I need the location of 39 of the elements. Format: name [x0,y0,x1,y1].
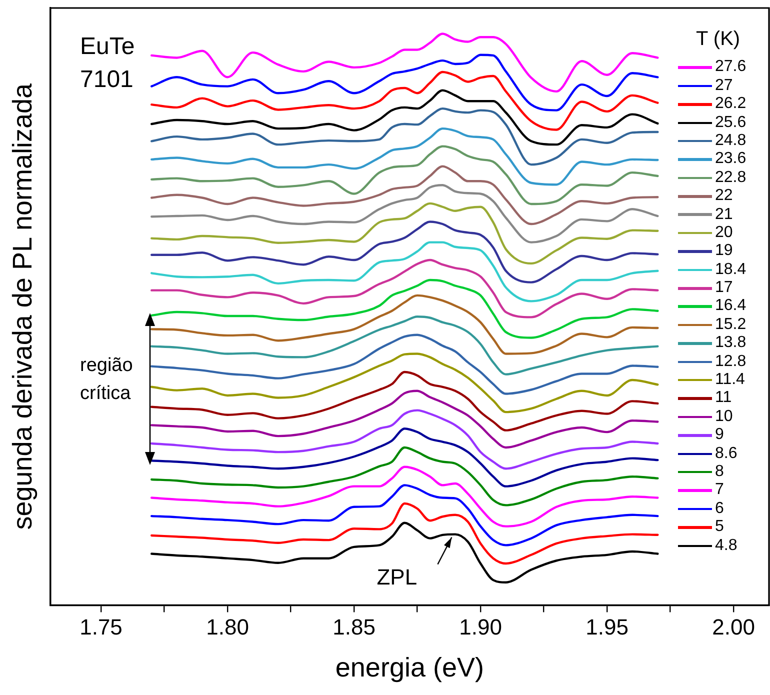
x-tick-label: 1.95 [586,614,628,640]
legend-label: 19 [715,242,733,261]
legend-label: 17 [715,279,733,298]
text: 1.80 [206,614,249,640]
legend-label: 21 [715,206,733,224]
annotation: EuTe 7101 [80,32,135,95]
x-tick-label: 1.85 [332,614,376,640]
legend-label: 7 [715,481,724,500]
legend-title: T (K) [696,28,742,50]
legend-label: 11 [715,389,732,408]
y-axis-title: segunda derivada de PL normalizada [8,82,38,530]
x-axis-title: energia (eV) [335,652,484,682]
legend-label: 22.8 [715,168,746,188]
legend-label: 6 [715,500,724,518]
legend-label: 24.8 [715,132,746,150]
annotation: ZPL [376,564,418,590]
legend-label: 20 [715,224,733,242]
legend-label: 9 [715,426,724,445]
legend-label: 16.4 [715,297,746,316]
text: 2.00 [712,614,755,640]
legend-label: 26.2 [715,95,746,114]
legend-label: 8.6 [715,444,738,464]
legend-label: 12.8 [715,352,746,372]
x-tick-label: 1.75 [80,614,122,640]
legend-label: 8 [715,463,724,482]
legend-label: 18.4 [715,260,746,280]
legend-label: 22 [715,187,733,206]
legend-label: 13.8 [715,334,746,353]
legend-label: 27 [715,76,733,96]
text: 1.90 [459,614,502,640]
legend-label: 27.6 [715,58,746,77]
legend-label: 5 [715,518,724,537]
legend-label: 10 [715,408,733,426]
legend-label: 15.2 [715,316,746,334]
legend-label: 4.8 [715,536,738,555]
legend-label: 25.6 [715,114,746,132]
legend-label: 11.4 [715,371,745,390]
legend-label: 23.6 [715,150,746,169]
annotation: região crítica [80,354,133,406]
